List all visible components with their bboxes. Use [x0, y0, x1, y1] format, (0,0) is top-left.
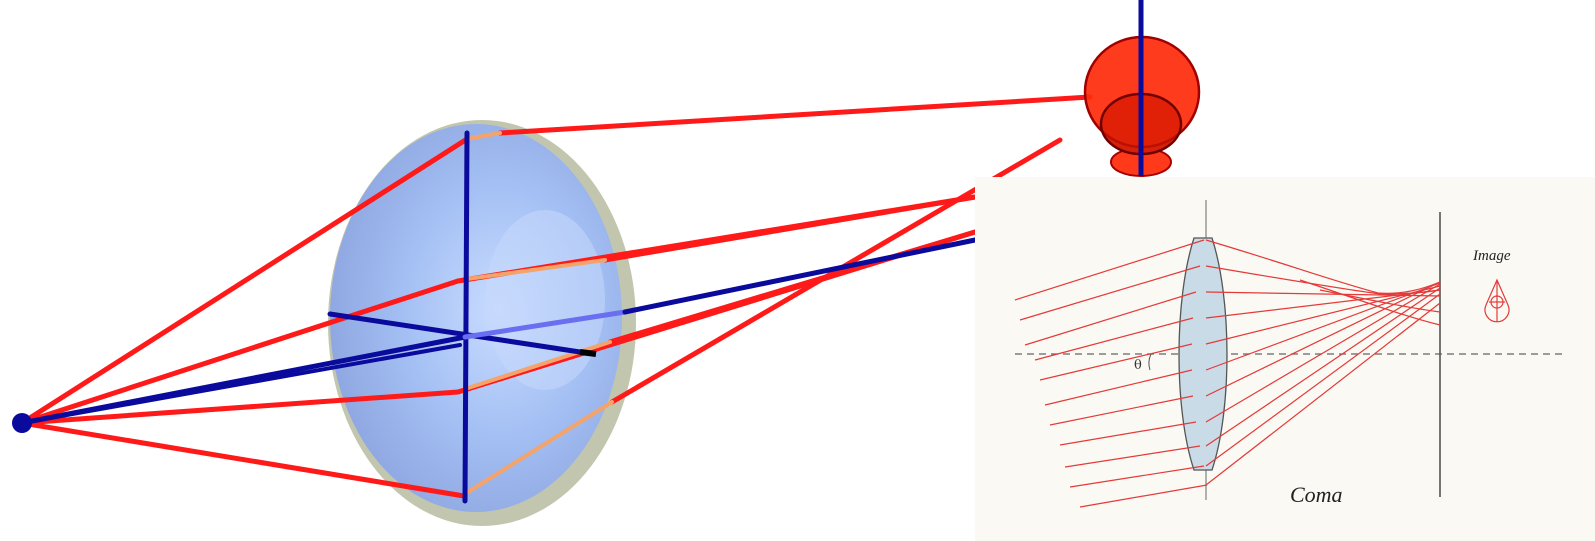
inset-rays-out — [1205, 239, 1441, 486]
ray — [1034, 317, 1194, 361]
ray — [19, 389, 461, 426]
inset-rays-in — [1014, 239, 1208, 508]
ray — [1014, 239, 1205, 301]
ray — [1299, 279, 1441, 326]
ray — [1319, 289, 1441, 313]
image-label: Image — [1472, 248, 1511, 264]
ray — [1059, 421, 1197, 446]
inset-lens — [1178, 237, 1228, 471]
ray — [19, 420, 467, 499]
inset-caption: Coma — [1290, 482, 1343, 507]
axis-end-marker — [579, 349, 597, 357]
ray — [466, 340, 612, 390]
ray — [465, 131, 502, 141]
chief-ray — [462, 309, 628, 340]
lens-highlight — [485, 210, 605, 390]
ray — [1044, 369, 1193, 406]
rays-object-side — [19, 136, 470, 499]
ray — [19, 136, 470, 426]
object-point — [12, 413, 32, 433]
ray — [1024, 291, 1197, 346]
ray — [1205, 302, 1441, 486]
ray — [1079, 484, 1208, 508]
lens — [328, 120, 636, 526]
inset-diagram: θ Image Coma — [975, 177, 1595, 541]
ray — [19, 278, 461, 426]
ray — [1205, 239, 1441, 294]
ray — [1205, 283, 1441, 423]
ray — [1049, 395, 1194, 426]
angle-arc — [1148, 353, 1152, 371]
chief-rays — [19, 237, 978, 426]
angle-label: θ — [1134, 358, 1142, 373]
rays-in-lens — [465, 131, 614, 494]
lens-horizontal-axis — [327, 311, 583, 355]
lens-axes — [327, 130, 583, 504]
ray — [497, 94, 1093, 136]
coma-glyph — [1484, 278, 1510, 323]
ray — [1205, 282, 1441, 371]
chief-ray — [622, 237, 978, 315]
ray — [1205, 293, 1441, 467]
ray — [1205, 287, 1441, 447]
ray — [1205, 289, 1441, 319]
lens-vertical-axis — [462, 130, 470, 504]
ray — [1064, 445, 1201, 468]
coma-spot — [1083, 0, 1201, 177]
ray — [1069, 465, 1205, 488]
ray — [1205, 281, 1441, 397]
ray — [1019, 265, 1201, 321]
chief-ray — [20, 343, 462, 425]
ray — [1039, 343, 1193, 381]
ray — [1205, 285, 1441, 345]
ray — [465, 258, 607, 281]
ray — [466, 400, 614, 494]
inset-background — [975, 177, 1595, 541]
